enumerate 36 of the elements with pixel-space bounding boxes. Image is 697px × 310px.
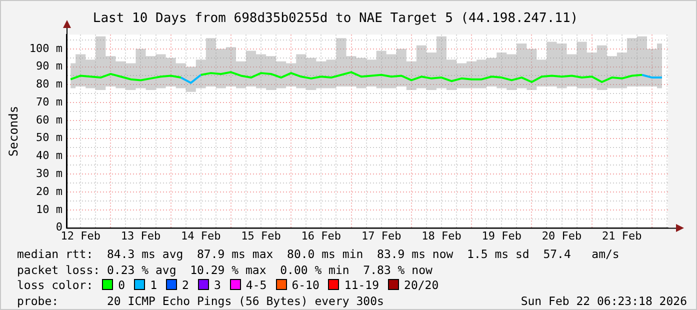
y-tick-label: 60 m xyxy=(36,113,63,126)
legend-label: 1 xyxy=(150,278,158,292)
y-tick-label: 40 m xyxy=(36,149,63,162)
legend-label: 2 xyxy=(182,278,189,292)
legend-label: 3 xyxy=(214,278,221,292)
y-tick-label: 80 m xyxy=(36,78,63,91)
x-tick-label: 14 Feb xyxy=(181,229,221,242)
y-tick-label: 10 m xyxy=(36,202,63,216)
x-tick-label: 19 Feb xyxy=(482,229,522,242)
legend-label: 11-19 xyxy=(344,278,380,292)
legend-label: 20/20 xyxy=(404,278,439,292)
text: packet loss: 0.23 % avg 10.29 % max 0.00 % min 7.83 % now xyxy=(17,262,434,278)
x-tick-label: 17 Feb xyxy=(361,229,402,242)
legend-title: loss color: xyxy=(17,278,94,292)
x-tick-label: 15 Feb xyxy=(241,229,281,242)
y-tick-label: 20 m xyxy=(36,184,63,198)
chart-title: Last 10 Days from 698d35b0255d to NAE Target 5 (44.198.247.11) xyxy=(92,11,578,26)
text: Sun Feb 22 06:23:18 2026 xyxy=(520,294,687,310)
x-tick-label: 12 Feb xyxy=(60,229,100,242)
y-tick-label: 100 m xyxy=(29,42,63,55)
x-tick-label: 18 Feb xyxy=(422,229,462,242)
legend-label: 0 xyxy=(118,278,126,292)
y-tick-label: 0 xyxy=(56,220,63,234)
y-axis-title: Seconds xyxy=(6,106,20,156)
x-tick-label: 21 Feb xyxy=(602,229,642,242)
legend-label: 4-5 xyxy=(246,278,267,292)
x-tick-label: 13 Feb xyxy=(120,229,161,242)
y-tick-label: 50 m xyxy=(36,131,63,144)
y-tick-label: 90 m xyxy=(36,60,63,73)
text: probe: 20 ICMP Echo Pings (56 Bytes) every 300s xyxy=(17,294,384,308)
y-tick-label: 70 m xyxy=(36,95,63,108)
text: median rtt: 84.3 ms avg 87.9 ms max 80.0 ms min 83.9 ms now 1.5 ms sd 57.4 am/s xyxy=(17,247,620,263)
y-tick-label: 30 m xyxy=(36,166,63,180)
legend-label: 6-10 xyxy=(292,278,320,292)
x-tick-label: 16 Feb xyxy=(301,229,342,242)
x-tick-label: 20 Feb xyxy=(542,229,582,242)
